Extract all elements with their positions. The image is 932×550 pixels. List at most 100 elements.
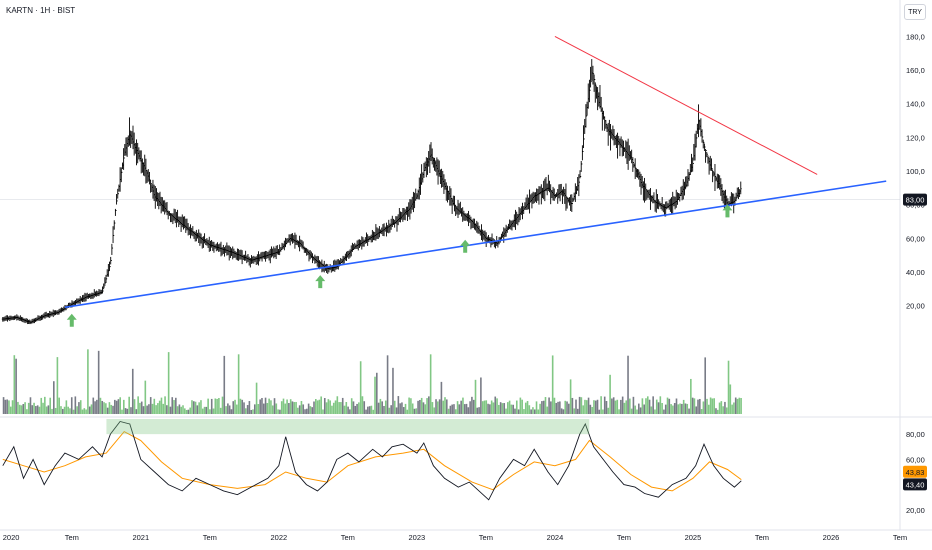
volume-bar [148, 404, 150, 414]
volume-bar [555, 402, 558, 414]
volume-bar [316, 400, 319, 414]
volume-bar [449, 405, 452, 414]
volume-bar [291, 401, 294, 414]
volume-bar [727, 360, 730, 414]
volume-bar [225, 406, 227, 414]
time-tick-label: Tem [893, 533, 907, 542]
volume-bar [178, 404, 181, 414]
volume-bar [542, 400, 545, 414]
volume-bar [162, 403, 165, 414]
volume-bar [81, 409, 84, 414]
volume-bar [153, 398, 156, 414]
time-tick-label: 2020 [3, 533, 20, 542]
volume-bar [198, 402, 200, 414]
volume-bars [2, 349, 742, 414]
volume-bar [533, 409, 536, 414]
volume-bar [194, 401, 197, 414]
volume-bar [45, 406, 48, 414]
oscillator-ma-label: 43,83 [906, 468, 925, 477]
volume-bar [458, 404, 461, 414]
price-tick-label: 40,00 [906, 268, 925, 277]
volume-bar [20, 405, 23, 414]
volume-bar [530, 409, 532, 414]
volume-bar [370, 405, 373, 414]
volume-bar [374, 376, 376, 414]
volume-bar [419, 399, 421, 414]
volume-bar [725, 407, 728, 414]
volume-bar [341, 397, 344, 414]
volume-bar [661, 403, 663, 414]
volume-bar [114, 399, 116, 414]
volume-bar [253, 404, 256, 414]
volume-bar [611, 398, 613, 414]
volume-bar [620, 399, 622, 414]
volume-bar [151, 403, 154, 414]
volume-bar [288, 403, 290, 414]
volume-bar [591, 406, 593, 414]
volume-bar [697, 399, 699, 414]
volume-bar [70, 397, 73, 414]
currency-badge[interactable]: TRY [904, 4, 926, 20]
volume-bar [268, 398, 270, 414]
price-tick-label: 20,00 [906, 302, 925, 311]
volume-bar [424, 404, 427, 414]
volume-bar [388, 407, 391, 414]
volume-bar [480, 377, 482, 414]
volume-bar [417, 400, 419, 414]
volume-bar [505, 408, 507, 414]
volume-bar [257, 404, 260, 414]
overbought-zone [106, 419, 590, 435]
volume-bar [413, 408, 416, 414]
volume-bar [700, 409, 703, 414]
volume-bar [462, 397, 464, 414]
volume-bar [58, 397, 60, 414]
volume-bar [289, 399, 292, 414]
volume-bar [422, 402, 425, 414]
last-price-label: 83,00 [906, 196, 925, 205]
volume-bar [61, 408, 64, 414]
volume-bar [616, 399, 619, 414]
volume-bar [139, 402, 141, 414]
volume-bar [474, 379, 477, 414]
volume-bar [9, 406, 12, 414]
volume-bar [164, 396, 166, 414]
volume-bar [720, 401, 723, 414]
volume-bar [367, 406, 369, 414]
volume-bar [271, 405, 274, 414]
volume-bar [467, 407, 470, 414]
volume-bar [354, 405, 357, 414]
volume-bar [221, 396, 224, 414]
volume-bar [713, 398, 715, 414]
volume-bar [94, 401, 96, 414]
volume-bar [585, 400, 588, 414]
volume-bar [196, 405, 199, 414]
time-tick-label: Tem [755, 533, 769, 542]
volume-bar [564, 400, 567, 414]
volume-bar [672, 405, 674, 414]
volume-bar [214, 398, 217, 414]
volume-bar [313, 401, 315, 414]
volume-bar [124, 408, 127, 414]
up-arrow-icon [66, 313, 77, 327]
volume-bar [548, 397, 550, 414]
volume-bar [67, 406, 69, 414]
time-tick-label: 2026 [823, 533, 840, 542]
volume-bar [494, 396, 497, 414]
volume-bar [92, 397, 95, 414]
volume-bar [144, 380, 147, 414]
volume-bar [363, 401, 366, 414]
volume-bar [115, 400, 118, 414]
volume-bar [280, 401, 283, 414]
volume-bar [693, 398, 696, 414]
time-tick-label: 2023 [409, 533, 426, 542]
volume-bar [526, 401, 529, 414]
volume-bar [612, 397, 615, 414]
volume-bar [325, 402, 328, 414]
volume-bar [609, 374, 611, 414]
volume-bar [53, 381, 55, 414]
volume-bar [135, 409, 138, 414]
volume-bar [146, 405, 148, 414]
volume-bar [293, 402, 296, 414]
volume-bar [40, 397, 43, 414]
